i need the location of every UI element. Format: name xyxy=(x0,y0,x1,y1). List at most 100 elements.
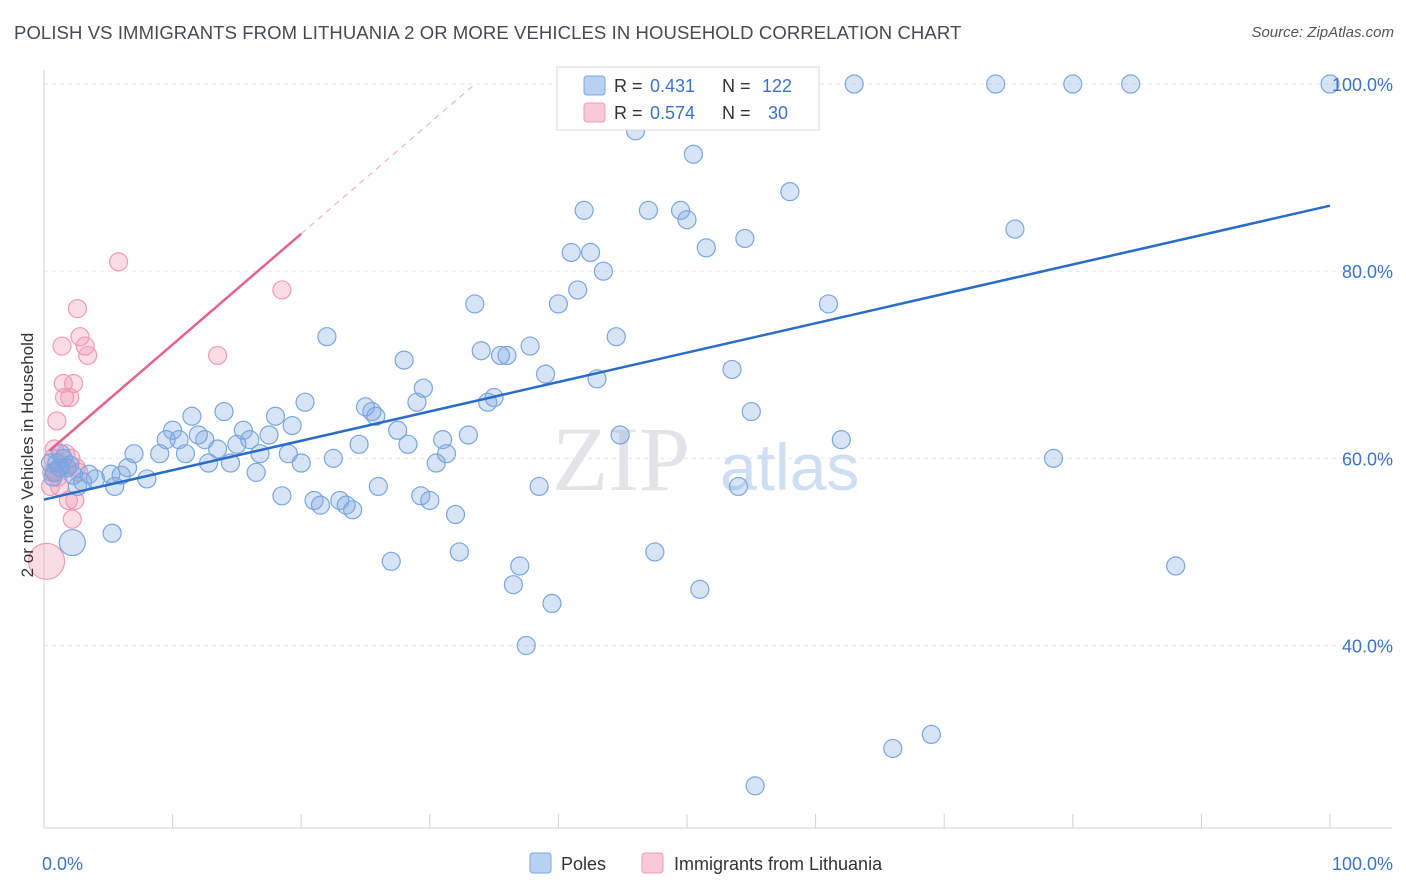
y-tick-label: 40.0% xyxy=(1342,637,1393,657)
poles-point xyxy=(561,242,581,263)
poles-point xyxy=(638,200,659,220)
poles-point xyxy=(214,401,234,422)
legend-n-value-immigrants: 30 xyxy=(768,103,788,123)
poles-point xyxy=(831,430,851,450)
poles-point xyxy=(529,476,549,497)
immigrants-point xyxy=(78,345,98,366)
poles-point xyxy=(310,495,331,515)
legend-swatch-immigrants xyxy=(583,102,606,123)
poles-point xyxy=(503,575,523,595)
poles-point xyxy=(465,294,485,314)
legend: R = 0.431 N = 122 R = 0.574 N = 30 xyxy=(556,66,820,131)
poles-point xyxy=(542,593,562,614)
poles-point xyxy=(445,504,466,525)
poles-point xyxy=(407,392,427,412)
poles-point xyxy=(57,458,77,478)
y-tick-label: 80.0% xyxy=(1342,262,1393,282)
poles-point xyxy=(690,579,710,599)
grid-lines xyxy=(44,83,1392,647)
poles-point xyxy=(510,556,530,576)
poles-point xyxy=(246,462,266,482)
poles-point xyxy=(117,458,138,478)
bottom-legend-swatch-poles xyxy=(529,852,552,874)
poles-point xyxy=(323,448,343,468)
poles-point xyxy=(282,416,302,436)
poles-point xyxy=(1320,74,1340,94)
poles-point xyxy=(670,200,691,220)
immigrants-point xyxy=(54,387,75,408)
poles-point xyxy=(265,406,286,426)
immigrants-point xyxy=(208,345,228,366)
poles-point xyxy=(490,345,511,366)
poles-point xyxy=(471,341,491,361)
poles-point xyxy=(58,528,86,557)
poles-point xyxy=(844,74,864,94)
poles-point xyxy=(169,430,189,450)
trend-lines xyxy=(43,83,1331,501)
poles-point xyxy=(195,430,215,450)
poles-point xyxy=(606,327,626,347)
poles-point xyxy=(124,444,144,464)
legend-r-value-immigrants: 0.574 xyxy=(650,103,695,123)
poles-point xyxy=(741,401,761,422)
poles-point xyxy=(208,439,228,459)
poles-point xyxy=(233,420,253,440)
axes xyxy=(43,70,1392,829)
poles-point xyxy=(580,242,601,263)
bottom-legend-poles: Poles xyxy=(561,854,606,874)
poles-point xyxy=(381,551,401,571)
immigrants-point xyxy=(62,509,82,529)
legend-r-value-poles: 0.431 xyxy=(650,76,695,96)
legend-r-label-immigrants: R = xyxy=(614,103,643,123)
bottom-legend-immigrants: Immigrants from Lithuania xyxy=(674,854,883,874)
poles-point xyxy=(610,425,630,445)
poles-point xyxy=(735,228,755,249)
poles-point xyxy=(51,444,71,464)
poles-point xyxy=(227,434,247,454)
immigrants-point xyxy=(47,411,67,431)
y-tick-label: 100.0% xyxy=(1332,75,1393,95)
legend-r-label-poles: R = xyxy=(614,76,643,96)
poles-point xyxy=(43,467,63,487)
y-tick-label: 60.0% xyxy=(1342,449,1393,469)
poles-point xyxy=(696,238,716,258)
poles-point xyxy=(291,453,311,473)
poles-point xyxy=(548,294,569,314)
poles-point xyxy=(250,444,270,464)
poles-point xyxy=(520,336,540,356)
poles-point xyxy=(745,776,765,796)
poles-point xyxy=(240,430,260,450)
poles-point xyxy=(1166,556,1186,576)
poles-point xyxy=(398,434,418,454)
poles-point xyxy=(343,500,363,520)
poles-point xyxy=(1043,448,1064,468)
immigrants-point xyxy=(67,299,88,319)
poles-point xyxy=(516,635,536,656)
legend-n-label-poles: N = xyxy=(722,76,751,96)
poles-point xyxy=(1005,219,1025,239)
poles-point xyxy=(259,425,279,445)
x-tick-label: 100.0% xyxy=(1332,854,1393,874)
immigrants-trend-line xyxy=(48,232,303,452)
poles-point xyxy=(449,542,469,562)
poles-point xyxy=(102,523,122,543)
poles-point xyxy=(150,444,170,464)
poles-point xyxy=(593,261,614,281)
poles-point xyxy=(574,200,594,220)
poles-point xyxy=(986,74,1006,94)
poles-point xyxy=(921,724,941,745)
poles-point xyxy=(677,210,697,230)
poles-point xyxy=(1063,74,1083,94)
legend-n-label-immigrants: N = xyxy=(722,103,751,123)
poles-point xyxy=(568,280,588,300)
poles-point xyxy=(1121,74,1141,94)
poles-points xyxy=(40,74,1340,796)
immigrants-point xyxy=(53,373,73,394)
tick-labels: 40.0% 60.0% 80.0% 100.0% 0.0% 100.0% xyxy=(42,75,1393,874)
watermark-atlas: atlas xyxy=(720,430,859,504)
bottom-legend: Poles Immigrants from Lithuania xyxy=(529,852,883,874)
immigrants-point xyxy=(63,373,84,394)
poles-point xyxy=(645,542,665,562)
poles-point xyxy=(368,476,388,497)
